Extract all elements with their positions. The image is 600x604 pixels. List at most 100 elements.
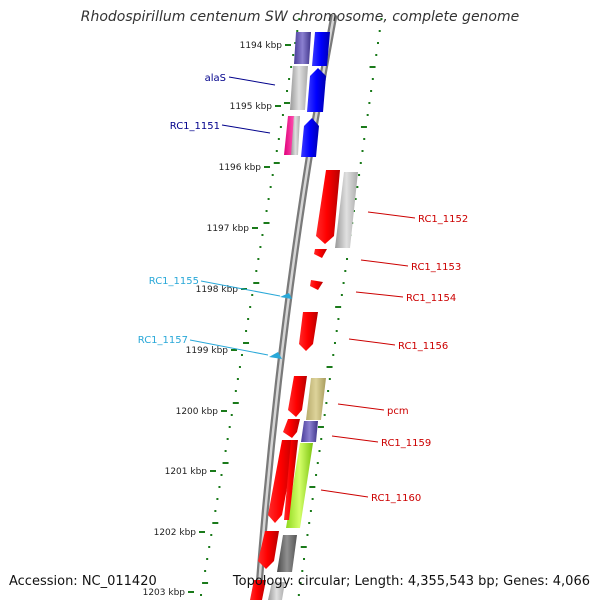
left-dot [249,306,252,308]
gene-arrow-red-rc1160b [284,440,298,520]
genome-summary-text: Topology: circular; Length: 4,355,543 bp… [232,574,590,589]
callout-line [228,76,276,86]
right-dot [352,210,355,212]
gene-arrow-red-rc1160a [268,440,296,523]
gene-label[interactable]: RC1_1151 [170,121,220,132]
gene-label[interactable]: RC1_1152 [418,214,468,225]
right-dot [376,42,379,44]
right-dot [370,90,373,92]
right-dot [368,102,371,104]
callout-line [360,259,409,267]
left-dot [226,438,229,440]
left-dot [232,402,239,404]
gene-arrow-red-rc1159 [283,419,300,438]
gene-label[interactable]: pcm [387,406,409,417]
callout-line [367,211,416,219]
right-dot [380,18,383,20]
right-dot [363,138,366,140]
callout-line [348,338,396,346]
right-dot [358,174,361,176]
left-guide-dots [200,18,301,596]
right-dot [299,582,302,584]
right-dot [361,150,364,152]
gene-label[interactable]: RC1_1154 [406,293,456,304]
right-dot [378,30,381,32]
gene-block-magenta [284,116,294,155]
right-dot [340,294,343,296]
left-dot [281,114,284,116]
right-dot [297,594,300,596]
gene-arrow-red-rc1153 [314,249,327,258]
gene-arrow-blue-alas [307,68,326,112]
left-dot [230,414,233,416]
right-dot [325,402,328,404]
left-dot [273,162,280,164]
gene-arrow-red-rc1152 [316,170,340,244]
left-dot [253,282,260,284]
right-dot [326,366,333,368]
left-dot [204,570,207,572]
gene-label[interactable]: RC1_1160 [371,493,421,504]
left-dot [220,474,223,476]
right-dot [332,354,335,356]
right-dot [346,258,349,260]
right-dot [300,546,307,548]
left-dot [267,198,270,200]
right-dot [360,126,367,128]
gene-label[interactable]: RC1_1153 [411,262,461,273]
gene-arrow-blue-rc1151 [301,118,319,157]
scale-tick [252,227,258,229]
gene-marker-rc1157 [269,352,282,359]
callout-line [320,489,369,498]
left-dot [261,234,264,236]
scale-label: 1194 kbp [240,41,283,51]
scale-label: 1202 kbp [154,528,197,538]
gene-label[interactable]: RC1_1156 [398,341,448,352]
left-dot [255,270,258,272]
gene-block-gray-alas [290,66,308,110]
gene-label[interactable]: RC1_1157 [138,335,188,346]
left-dot [265,210,268,212]
left-dot [283,102,290,104]
right-dot [359,162,362,164]
scale-tick [221,410,227,412]
left-dot [290,66,293,68]
right-dot [369,66,376,68]
left-dot [224,450,227,452]
gene-block-gray-bottom2 [268,582,285,600]
left-dot [279,126,282,128]
right-dot [366,114,369,116]
left-dot [257,258,260,260]
scale-tick [275,105,281,107]
right-dot [309,510,312,512]
right-dot [371,78,374,80]
left-dot [243,342,250,344]
right-dot [317,426,324,428]
left-dot [236,378,239,380]
left-dot [277,138,280,140]
left-dot [222,462,229,464]
left-dot [286,90,289,92]
left-dot [234,390,237,392]
left-dot [247,318,250,320]
callout-line [221,124,271,134]
gene-arrow-red-rc1156 [299,312,318,351]
gene-label[interactable]: RC1_1155 [149,276,199,287]
gene-label[interactable]: alaS [205,73,226,84]
scale-labels: 1194 kbp 1195 kbp 1196 kbp 1197 kbp 1198 kbp… [143,41,291,598]
left-dot [206,558,209,560]
scale-label: 1203 kbp [143,588,186,598]
right-dot [309,486,316,488]
scale-label: 1197 kbp [207,224,250,234]
left-dot [210,534,213,536]
right-dot [333,342,336,344]
gene-block-gray-small [291,116,300,155]
gene-arrow-red-rc1154 [310,280,323,290]
page-title: Rhodospirillum centenum SW chromosome, c… [80,9,520,25]
callout-line [331,435,379,443]
scale-tick [264,166,270,168]
gene-block-green-rc1160 [286,443,313,528]
gene-label[interactable]: RC1_1159 [381,438,431,449]
left-dot [292,54,295,56]
